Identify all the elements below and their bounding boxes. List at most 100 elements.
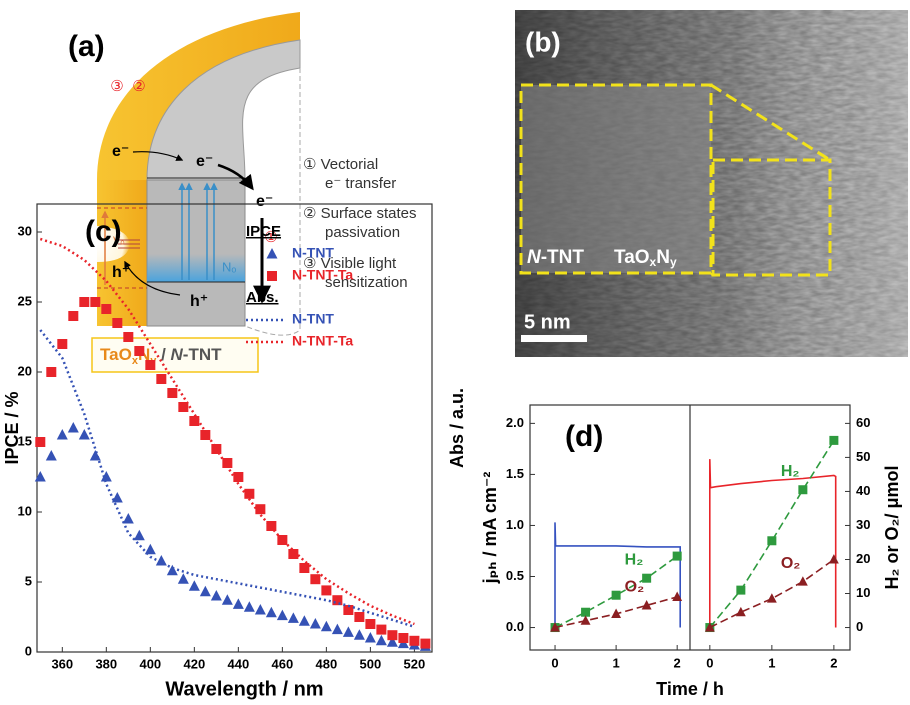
y2-tick-label: 20 [856, 551, 870, 566]
x-tick-label: 0 [706, 655, 713, 670]
marker [232, 598, 244, 609]
series-line [709, 439, 835, 629]
x-tick-label: 440 [227, 656, 249, 671]
marker [90, 297, 101, 307]
marker [353, 629, 365, 640]
x-tick-label: 2 [830, 655, 837, 670]
y2-tick-label: 30 [856, 517, 870, 532]
chart-title: (d) [565, 420, 603, 453]
y-axis-label: jₚₕ / mA cm⁻² [480, 472, 500, 585]
marker [704, 622, 715, 632]
marker [134, 346, 145, 356]
y2-axis-label: Abs / a.u. [447, 388, 467, 468]
marker [111, 492, 123, 503]
x-tick-label: 1 [612, 655, 619, 670]
marker [798, 485, 808, 495]
marker [277, 535, 288, 545]
marker [354, 612, 365, 622]
y-tick-label: 30 [18, 223, 32, 238]
marker [797, 576, 808, 586]
marker [309, 618, 321, 629]
zoom-lines [709, 83, 831, 277]
material-label: TaOxNy / N-TNT [100, 345, 222, 366]
legend-swatch [266, 248, 278, 259]
marker [298, 615, 310, 626]
marker [331, 623, 343, 635]
marker [386, 636, 398, 647]
panel-label: (b) [525, 26, 561, 57]
marker [320, 620, 332, 632]
y-tick-label: 0.5 [506, 568, 524, 583]
marker [177, 573, 189, 584]
x-tick-label: 2 [674, 655, 681, 670]
label-part: N [171, 345, 184, 364]
panel-a: (a) ③ ② ① e⁻ e⁻ e⁻ h⁺ h⁺ Vₒ Nₒ ① Vectori… [68, 12, 417, 373]
y-tick-label: 20 [18, 363, 32, 378]
hole: h⁺ [190, 293, 208, 310]
x-tick-label: 0 [551, 655, 558, 670]
marker [112, 318, 123, 328]
x-tick-label: 1 [768, 655, 775, 670]
scale-bar-label: 5 nm [524, 311, 571, 333]
marker [581, 607, 591, 617]
marker [200, 430, 211, 440]
nitrogen-label: Nₒ [222, 259, 236, 274]
marker [672, 591, 683, 601]
marker [56, 429, 68, 440]
series-line [39, 329, 415, 628]
x-axis-label: Time / h [656, 679, 724, 699]
marker [46, 367, 57, 377]
marker [221, 594, 233, 605]
marker [365, 619, 376, 629]
marker [166, 564, 178, 576]
x-tick-label: 380 [95, 656, 117, 671]
note: ③ Visible light [303, 255, 397, 272]
panel-label: (a) [68, 30, 105, 63]
y-tick-label: 1.5 [506, 466, 524, 481]
marker [101, 304, 112, 314]
series-label: H₂ [625, 551, 644, 568]
transfer-arrow [217, 163, 254, 191]
y-tick-label: 10 [18, 503, 32, 518]
marker [79, 297, 90, 307]
marker [100, 471, 112, 482]
y2-tick-label: 50 [856, 449, 870, 464]
series-label: H₂ [781, 463, 800, 480]
x-tick-label: 500 [360, 656, 382, 671]
y-tick-label: 25 [18, 293, 32, 308]
marker [735, 606, 746, 617]
label-part: x [650, 255, 657, 269]
marker [611, 590, 621, 600]
marker [145, 360, 156, 370]
series-label: O₂ [625, 579, 645, 596]
marker [57, 339, 68, 349]
marker [288, 549, 299, 559]
y2-axis-label: H₂ or O₂/ μmol [882, 465, 902, 589]
x-tick-label: 480 [316, 656, 338, 671]
plot-frame [36, 203, 433, 653]
y2-tick-label: 60 [856, 415, 870, 430]
marker [89, 450, 101, 461]
marker [222, 458, 233, 468]
hole-arrow [124, 260, 181, 296]
material-box [91, 337, 259, 373]
shell-arc [97, 12, 300, 180]
label-part: TaO [614, 247, 650, 268]
note: sensitization [325, 274, 408, 291]
marker [188, 580, 200, 591]
marker [642, 573, 652, 583]
x-tick-label: 420 [183, 656, 205, 671]
marker [736, 585, 746, 595]
x-tick-label: 360 [51, 656, 73, 671]
marker [580, 615, 591, 625]
marker [133, 529, 145, 541]
marker [829, 435, 839, 445]
y-tick-label: 15 [18, 433, 32, 448]
y2-tick-label: 0 [856, 619, 863, 634]
marker [342, 626, 354, 637]
note: ② Surface states [303, 205, 417, 222]
label-part: -TNT [183, 345, 222, 364]
legend-swatch [267, 271, 277, 281]
marker [35, 437, 46, 447]
